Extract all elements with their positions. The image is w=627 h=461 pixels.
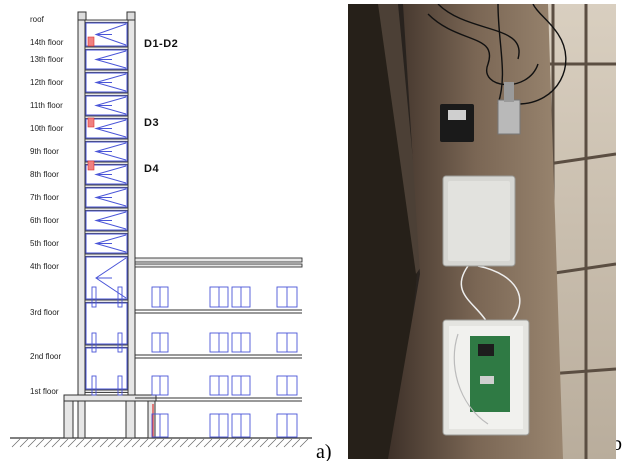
sensor-d3-marker xyxy=(87,117,95,128)
floor-slab xyxy=(84,46,129,50)
stair-flight xyxy=(85,210,128,231)
floor-slab xyxy=(84,19,129,23)
floor-label-7: 7th floor xyxy=(30,193,59,202)
floor-label-13: 13th floor xyxy=(30,55,64,64)
floor-label-4: 4th floor xyxy=(30,262,59,271)
floor-slab xyxy=(84,92,129,96)
floor-slab xyxy=(84,69,129,73)
window xyxy=(151,375,169,396)
window xyxy=(209,286,229,308)
window-slit xyxy=(91,332,97,353)
window xyxy=(151,286,169,308)
floor-label-1: 1st floor xyxy=(30,387,59,396)
sensor-markers xyxy=(87,36,95,171)
window xyxy=(209,413,229,438)
low-building-structure xyxy=(134,257,303,402)
stair-flight xyxy=(85,141,128,162)
floor-slab xyxy=(84,207,129,211)
stair-flight xyxy=(85,256,128,300)
window-slit xyxy=(91,286,97,308)
floor-label-roof: roof xyxy=(30,15,45,24)
stair-flight xyxy=(85,187,128,208)
window xyxy=(151,332,169,353)
window-slit xyxy=(117,332,123,353)
window xyxy=(231,286,251,308)
window-slit xyxy=(117,375,123,396)
floor-slab xyxy=(84,389,129,393)
device-label-d3: D3 xyxy=(144,117,159,129)
ground-hatch xyxy=(10,437,312,448)
window xyxy=(276,332,298,353)
floor-label-14: 14th floor xyxy=(30,38,64,47)
stair-flight xyxy=(85,49,128,70)
floor-label-6: 6th floor xyxy=(30,216,59,225)
window-slit xyxy=(91,375,97,396)
window xyxy=(276,375,298,396)
stair-flight xyxy=(85,72,128,93)
floor-label-12: 12th floor xyxy=(30,78,64,87)
stair-flight xyxy=(85,233,128,254)
panel-tag-b: b xyxy=(612,433,622,455)
stair-flight xyxy=(85,347,128,390)
window xyxy=(231,332,251,353)
stair-flight xyxy=(85,118,128,139)
stair-flight xyxy=(85,302,128,345)
device-label-d1d2: D1-D2 xyxy=(144,38,178,50)
window xyxy=(209,375,229,396)
window xyxy=(231,413,251,438)
window xyxy=(231,375,251,396)
panel-tag-a: a) xyxy=(316,441,332,461)
window xyxy=(209,332,229,353)
floor-slab xyxy=(84,138,129,142)
staircase-lines xyxy=(85,22,128,390)
stair-flight xyxy=(85,164,128,185)
window xyxy=(151,413,169,438)
window-slit xyxy=(117,286,123,308)
sensor-d1d2-marker xyxy=(87,36,95,47)
window xyxy=(276,286,298,308)
floor-label-11: 11th floor xyxy=(30,101,63,110)
windows xyxy=(91,286,298,438)
floor-label-5: 5th floor xyxy=(30,239,59,248)
floor-slab xyxy=(84,253,129,257)
stair-flight xyxy=(85,22,128,47)
floor-slab xyxy=(84,184,129,188)
window xyxy=(276,413,298,438)
sensor-d4-marker xyxy=(87,160,95,171)
floor-label-2: 2nd floor xyxy=(30,352,61,361)
floor-label-10: 10th floor xyxy=(30,124,64,133)
stair-flight xyxy=(85,95,128,116)
device-label-d4: D4 xyxy=(144,163,159,175)
floor-slab xyxy=(84,230,129,234)
floor-label-9: 9th floor xyxy=(30,147,59,156)
floor-label-3: 3rd floor xyxy=(30,308,60,317)
installation-photo xyxy=(348,4,616,459)
floor-label-8: 8th floor xyxy=(30,170,59,179)
tower-structure xyxy=(63,11,157,439)
